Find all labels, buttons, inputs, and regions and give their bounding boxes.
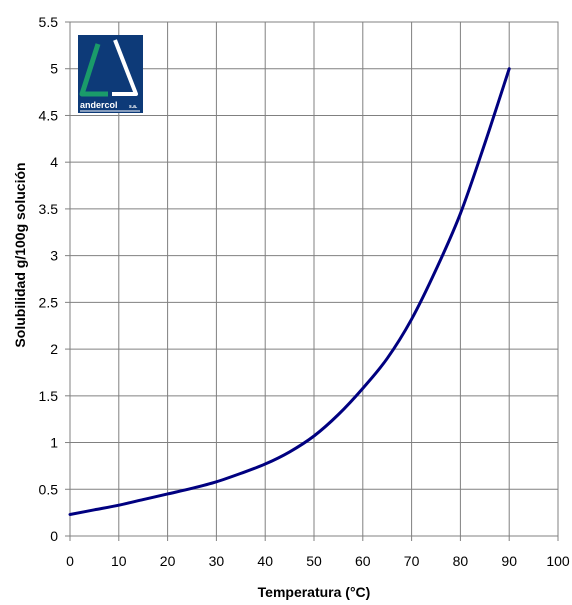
y-tick-label: 3 <box>50 248 58 264</box>
plot-frame <box>69 21 559 537</box>
grid <box>65 21 559 541</box>
x-tick-label: 70 <box>404 553 420 569</box>
y-tick-label: 5 <box>50 61 58 77</box>
x-tick-label: 100 <box>546 553 570 569</box>
y-tick-label: 3.5 <box>39 201 59 217</box>
x-tick-label: 10 <box>111 553 127 569</box>
y-tick-label: 0 <box>50 528 58 544</box>
y-tick-label: 0.5 <box>39 481 59 497</box>
tick-labels: 0 10 20 30 40 50 60 70 80 90 100 0 0.5 1 1.5 2 2.5 3 3.5 4 4… <box>39 14 570 569</box>
y-tick-label: 1 <box>50 435 58 451</box>
x-tick-label: 30 <box>209 553 225 569</box>
y-tick-label: 2.5 <box>39 294 59 310</box>
x-tick-label: 60 <box>355 553 371 569</box>
y-axis-title: Solubilidad g/100g solución <box>12 162 28 347</box>
y-tick-label: 1.5 <box>39 388 59 404</box>
series-layer <box>68 67 511 517</box>
x-tick-label: 90 <box>501 553 517 569</box>
andercol-logo: andercol s.a. <box>78 35 143 113</box>
x-tick-label: 40 <box>257 553 273 569</box>
logo-text: andercol <box>80 100 118 110</box>
y-tick-label: 4.5 <box>39 107 59 123</box>
y-tick-label: 4 <box>50 154 58 170</box>
x-tick-label: 50 <box>306 553 322 569</box>
series-line <box>68 67 511 517</box>
x-axis-title: Temperatura (°C) <box>258 584 371 600</box>
x-tick-label: 0 <box>66 553 74 569</box>
logo-triangle-white <box>112 39 138 96</box>
y-tick-label: 2 <box>50 341 58 357</box>
logo-suffix: s.a. <box>129 104 138 110</box>
x-tick-label: 80 <box>453 553 469 569</box>
y-tick-label: 5.5 <box>39 14 59 30</box>
logo-triangle-green <box>79 43 108 97</box>
x-tick-label: 20 <box>160 553 176 569</box>
